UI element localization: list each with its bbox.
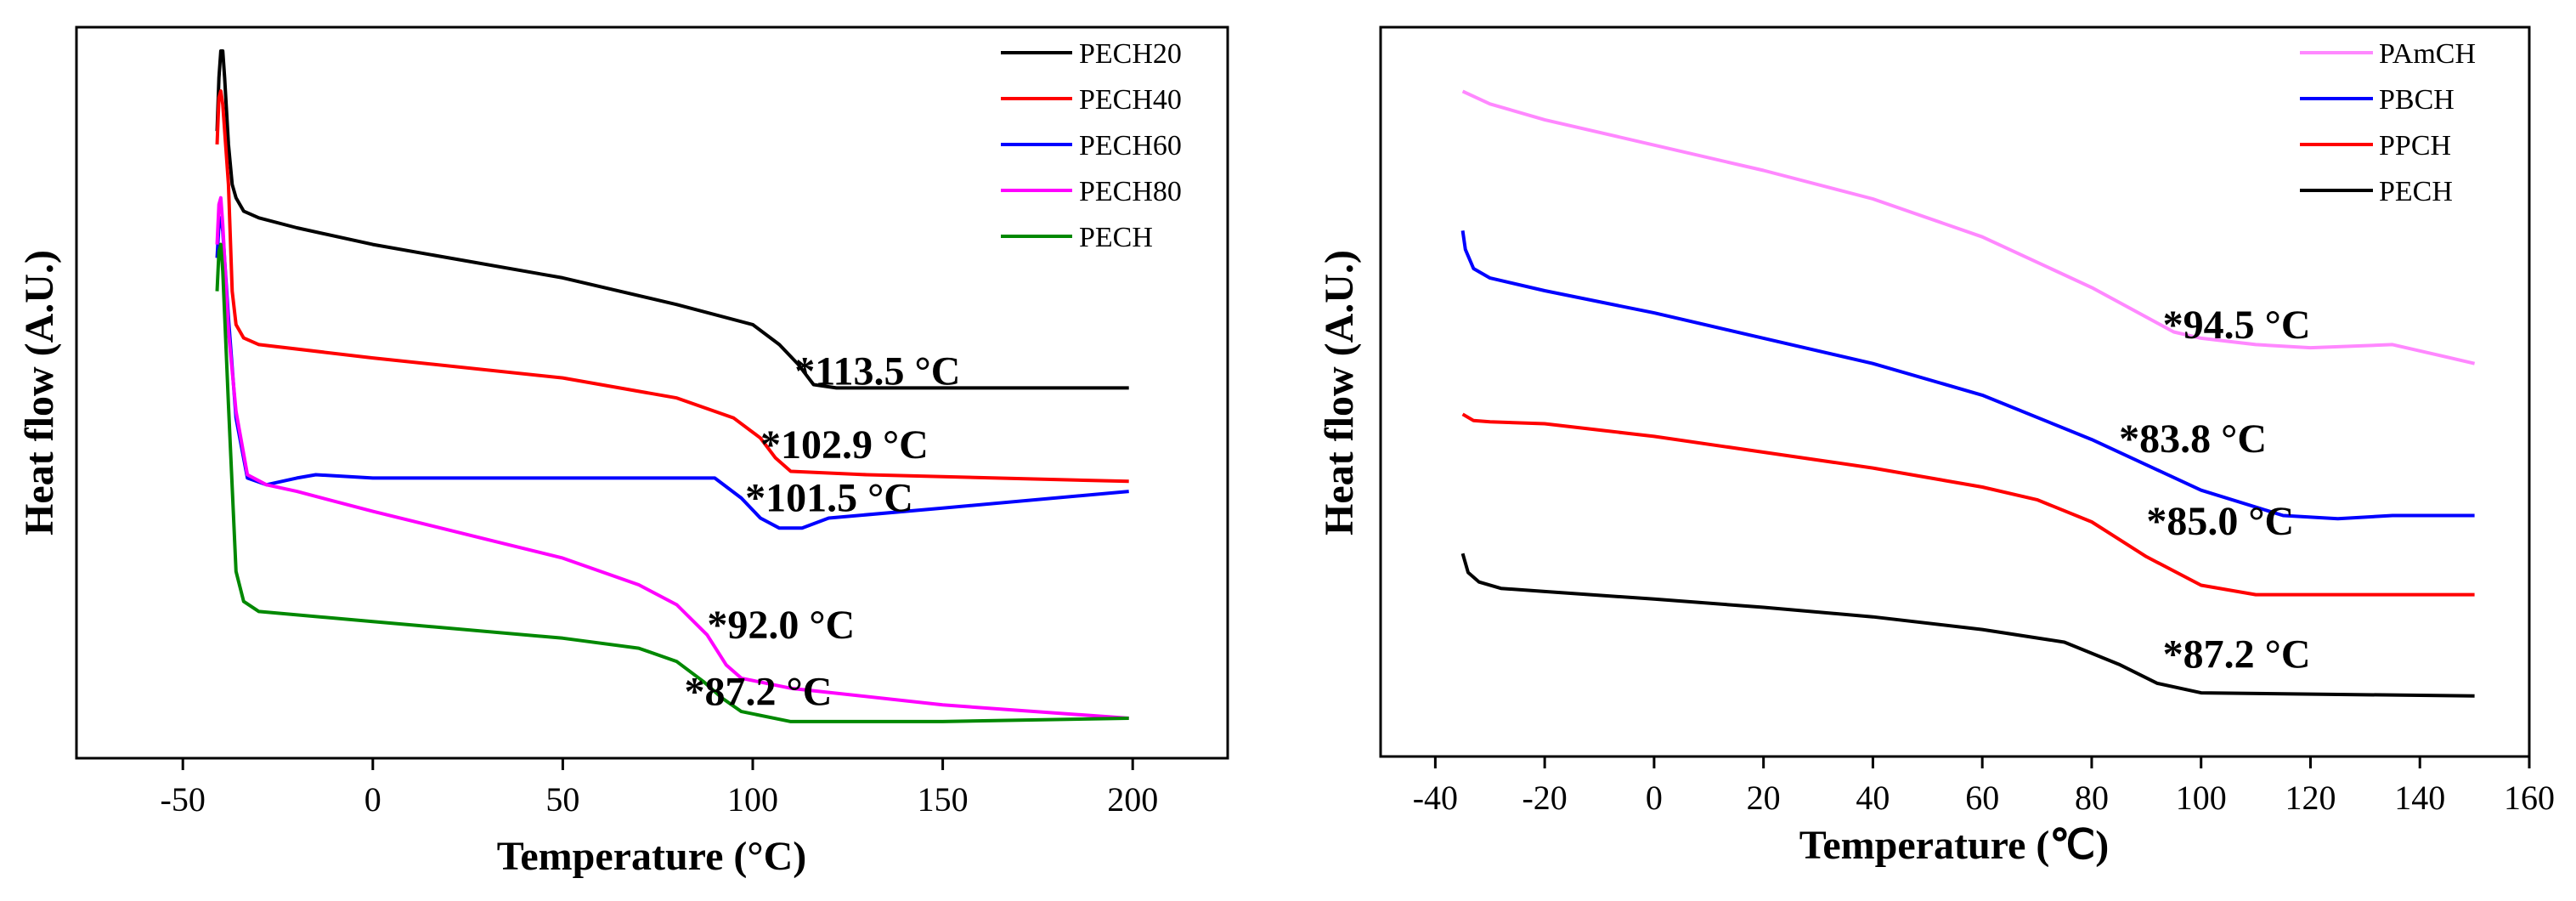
x-tick-label: 140 xyxy=(2394,779,2445,817)
legend-label: PBCH xyxy=(2379,84,2455,116)
series-line-pamch xyxy=(1461,89,2476,366)
legend-label: PECH40 xyxy=(1079,84,1182,116)
transition-annotation: *102.9 °C xyxy=(760,422,929,468)
plot-frame xyxy=(75,26,1229,760)
x-tick-label: 80 xyxy=(2075,779,2109,817)
x-tick-label: 60 xyxy=(1965,779,1999,817)
x-tick-label: 100 xyxy=(727,780,778,819)
x-tick-label: 0 xyxy=(1646,779,1663,817)
legend-label: PECH xyxy=(2379,176,2453,207)
x-tick-label: 160 xyxy=(2504,779,2555,817)
transition-annotation: *92.0 °C xyxy=(707,603,855,648)
legend-label: PECH20 xyxy=(1079,38,1182,70)
series-line-pech80 xyxy=(215,196,1129,720)
x-tick-label: 40 xyxy=(1856,779,1890,817)
transition-annotation: *83.8 °C xyxy=(2119,416,2267,462)
series-line-pech60 xyxy=(215,216,1129,530)
x-tick-label: 200 xyxy=(1107,780,1158,819)
transition-annotation: *87.2 °C xyxy=(2163,632,2311,677)
transition-annotation: *101.5 °C xyxy=(745,476,913,521)
series-line-pech20 xyxy=(215,49,1129,390)
legend-label: PAmCH xyxy=(2379,38,2476,70)
x-tick-label: 150 xyxy=(918,780,969,819)
series-line-ppch xyxy=(1461,412,2475,597)
transition-annotation: *85.0 °C xyxy=(2146,499,2294,544)
x-tick-label: 0 xyxy=(364,780,381,819)
legend-label: PECH60 xyxy=(1079,130,1182,162)
chart-left: Heat flow (A.U.) Temperature (°C) -50 0 50… xyxy=(17,26,1229,879)
legend-label: PECH80 xyxy=(1079,176,1182,207)
y-axis-title: Heat flow (A.U.) xyxy=(1317,250,1362,536)
legend-label: PPCH xyxy=(2379,130,2451,162)
x-tick-label: -50 xyxy=(161,780,206,819)
x-axis-title: Temperature (℃) xyxy=(1799,823,2110,868)
x-tick-label: 100 xyxy=(2176,779,2227,817)
x-tick-label: -40 xyxy=(1413,779,1458,817)
x-tick-label: 20 xyxy=(1747,779,1781,817)
series-line-pech xyxy=(1460,552,2475,698)
series-line-pbch xyxy=(1460,230,2475,521)
x-tick-label: 120 xyxy=(2285,779,2336,817)
transition-annotation: *94.5 °C xyxy=(2163,303,2311,348)
x-tick-label: -20 xyxy=(1522,779,1567,817)
x-tick-label: 50 xyxy=(545,780,579,819)
legend-label: PECH xyxy=(1079,222,1153,253)
plot-frame xyxy=(1379,26,2531,758)
transition-annotation: *113.5 °C xyxy=(794,349,960,394)
series-line-pech40 xyxy=(215,89,1129,484)
transition-annotation: *87.2 °C xyxy=(685,669,833,714)
y-axis-title: Heat flow (A.U.) xyxy=(17,250,62,536)
chart-right: Heat flow (A.U.) Temperature (℃) -40 -20 0… xyxy=(1317,26,2555,868)
series-line-pech xyxy=(215,242,1129,723)
x-axis-title: Temperature (°C) xyxy=(497,834,806,879)
